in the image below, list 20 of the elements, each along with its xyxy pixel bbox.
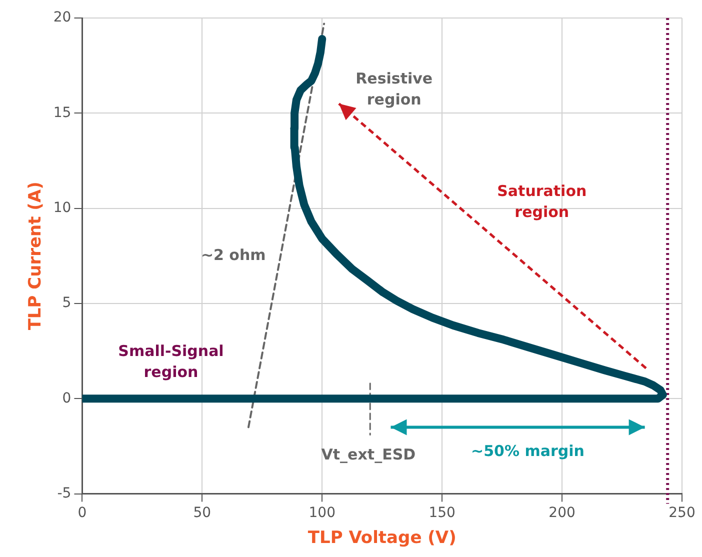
annotation: Saturation region [497, 182, 587, 221]
x-tick-label: 150 [428, 504, 456, 521]
annotation: ~50% margin [471, 442, 584, 460]
y-tick-label: 5 [62, 295, 72, 312]
y-tick-label: -5 [57, 485, 72, 502]
x-tick-label: 50 [193, 504, 212, 521]
annotation: Vt_ext_ESD [321, 446, 416, 464]
y-tick-label: 0 [62, 390, 72, 406]
x-tick-label: 100 [308, 504, 336, 521]
y-axis-title: TLP Current (A) [26, 182, 46, 330]
y-tick-label: 15 [53, 104, 72, 121]
x-tick-label: 200 [548, 504, 576, 521]
x-axis-title: TLP Voltage (V) [308, 528, 456, 548]
annotation: Small-Signal region [118, 342, 224, 381]
annotation: Resistive region [356, 70, 433, 109]
annotation: ~2 ohm [200, 246, 266, 264]
y-tick-label: 10 [53, 200, 72, 216]
y-tick-label: 20 [53, 10, 72, 26]
x-tick-label: 250 [668, 504, 696, 521]
x-tick-label: 0 [78, 504, 87, 521]
